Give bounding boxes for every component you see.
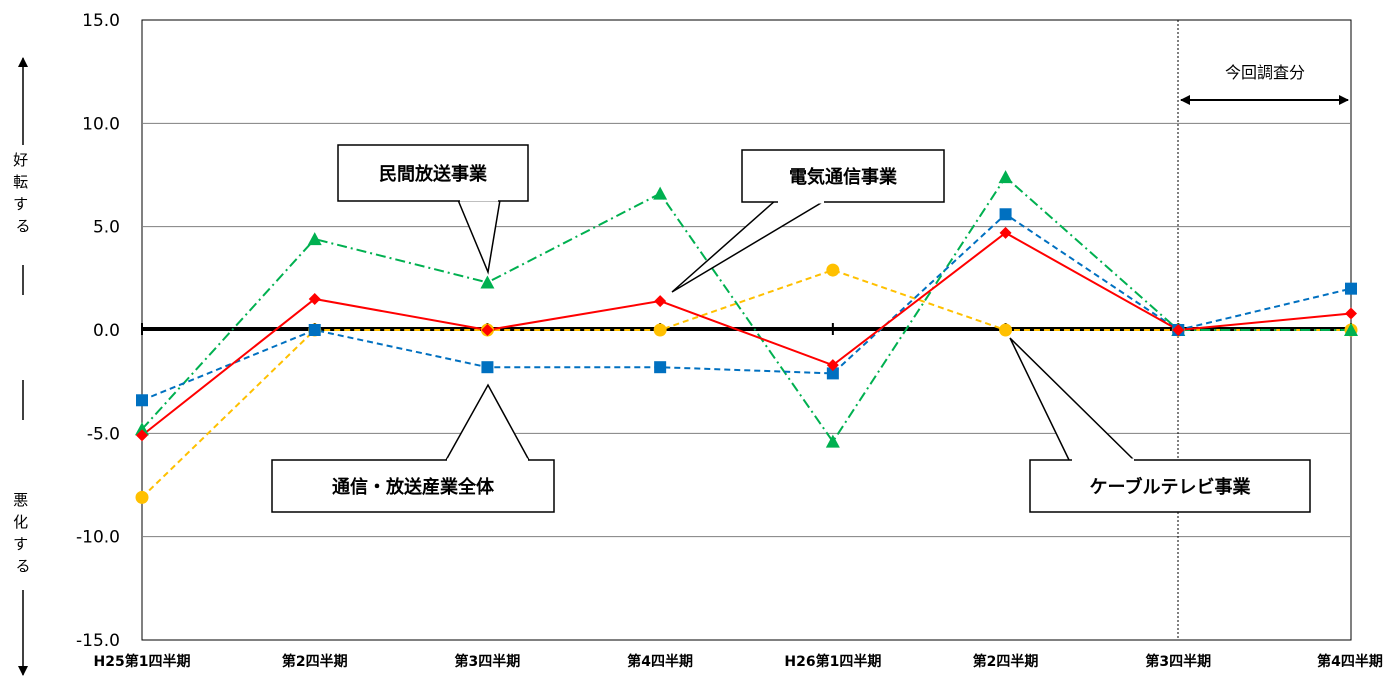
data-point: [1345, 307, 1357, 320]
data-point: [480, 275, 495, 289]
x-tick-label: 第4四半期: [1317, 653, 1383, 670]
x-tick-label: H25第1四半期: [94, 653, 191, 670]
worsen-char: る: [15, 557, 30, 575]
improve-char: 転: [13, 173, 28, 191]
data-point: [999, 208, 1012, 221]
y-tick-label: 10.0: [82, 114, 120, 134]
data-point: [136, 394, 148, 407]
data-point: [308, 324, 321, 336]
callout-telecom-label: 電気通信事業: [789, 166, 898, 188]
series-line: [141, 231, 1352, 437]
data-point: [825, 434, 840, 448]
data-point: [308, 293, 321, 305]
data-point: [999, 323, 1013, 337]
callouts: 民間放送事業 電気通信事業 通信・放送産業全体 ケーブルテレビ事業: [271, 144, 1311, 513]
series-line: [141, 269, 1351, 499]
data-point: [653, 323, 667, 337]
data-point: [481, 324, 494, 336]
data-point: [826, 367, 839, 380]
y-tick-label: 5.0: [93, 218, 120, 238]
data-point: [135, 490, 149, 504]
data-point: [1172, 324, 1185, 336]
data-point: [653, 186, 668, 200]
data-point: [826, 263, 840, 277]
callout-telecom-pointer: [671, 199, 829, 293]
improve-char: す: [13, 195, 28, 213]
x-tick-label: 第3四半期: [455, 653, 521, 670]
y-tick-label: -15.0: [76, 631, 120, 651]
data-point: [998, 170, 1013, 184]
improve-char: 好: [13, 151, 28, 169]
data-point: [481, 361, 494, 374]
x-tick-label: 第4四半期: [627, 653, 693, 670]
callout-broadcast-pointer: [456, 199, 501, 275]
callout-cable-pointer: [1009, 337, 1138, 463]
y-tick-label: -10.0: [76, 528, 120, 548]
series-line: [141, 175, 1351, 444]
worsen-char: す: [13, 535, 28, 553]
data-point: [654, 361, 667, 374]
improve-char: る: [15, 217, 30, 235]
data-point: [307, 232, 322, 246]
x-tick-label: 第3四半期: [1145, 653, 1211, 670]
data-point: [999, 226, 1012, 239]
worsen-label: 悪 化 す る: [13, 491, 33, 575]
callout-broadcast-box: [337, 144, 529, 202]
x-axis-ticks: H25第1四半期 第2四半期 第3四半期 第4四半期 H26第1四半期 第2四半期 第3四半…: [94, 323, 1383, 670]
x-tick-label: 第2四半期: [282, 653, 348, 670]
callout-all-label: 通信・放送産業全体: [332, 476, 495, 498]
series-group: [135, 170, 1358, 504]
callout-telecom-box: [741, 149, 945, 203]
callout-all-box: [271, 459, 555, 513]
worsen-char: 化: [13, 513, 28, 531]
y-axis-ticks: 15.0 10.0 5.0 0.0 -5.0 -10.0 -15.0: [76, 11, 120, 651]
y-tick-label: 0.0: [93, 321, 120, 341]
data-point: [654, 295, 667, 308]
data-point: [1344, 323, 1358, 336]
improve-label: 好 転 す る: [13, 151, 33, 235]
worsen-char: 悪: [13, 491, 28, 509]
callout-cable-label: ケーブルテレビ事業: [1090, 476, 1252, 498]
data-point: [1345, 282, 1357, 295]
data-point: [826, 359, 839, 372]
callout-broadcast-label: 民間放送事業: [379, 163, 488, 185]
callout-all-pointer: [443, 383, 532, 463]
x-tick-label: 第2四半期: [973, 653, 1039, 670]
x-tick-label: H26第1四半期: [784, 653, 881, 670]
y-tick-label: 15.0: [82, 11, 120, 31]
grid-lines: [142, 122, 1351, 538]
data-point: [136, 429, 148, 442]
current-period-label: 今回調査分: [1225, 63, 1305, 82]
y-tick-label: -5.0: [87, 424, 120, 444]
callout-cable-box: [1029, 459, 1311, 513]
data-point: [135, 422, 149, 436]
series-line: [141, 212, 1352, 402]
